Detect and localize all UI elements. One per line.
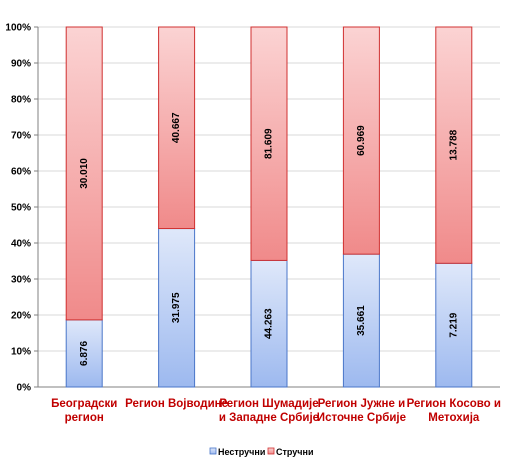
y-tick-label: 70% xyxy=(11,131,31,142)
data-label-strucni: 30.010 xyxy=(79,158,90,189)
data-label-strucni: 60.969 xyxy=(356,125,367,156)
y-tick-label: 60% xyxy=(11,167,31,178)
category-label-line: Регион Шумадије xyxy=(219,398,318,410)
y-tick-label: 80% xyxy=(11,95,31,106)
bar-nestrucni xyxy=(158,228,196,388)
bar-nestrucni xyxy=(342,253,380,388)
data-label-nestrucni: 35.661 xyxy=(356,305,367,336)
category-label: Регион Косово и Метохија xyxy=(407,398,501,424)
legend-swatch-strucni xyxy=(267,447,275,455)
bar-strucni xyxy=(342,26,380,255)
legend-swatch-nestrucni xyxy=(209,447,217,455)
bar-strucni xyxy=(158,26,196,230)
bar-strucni xyxy=(250,26,288,261)
bar-strucni xyxy=(435,26,473,264)
data-label-strucni: 81.609 xyxy=(264,128,275,159)
category-label-line: Метохија xyxy=(428,412,480,424)
category-label: Београдски регион xyxy=(51,398,117,424)
category-label-line: Регион Косово и xyxy=(407,398,501,410)
data-label-strucni: 13.788 xyxy=(448,129,459,160)
legend-label-strucni: Стручни xyxy=(276,447,314,457)
y-tick-label: 20% xyxy=(11,311,31,322)
legend: Нестручни Стручни xyxy=(209,447,314,457)
y-tick-label: 100% xyxy=(5,23,31,34)
category-label-line: Источне Србије xyxy=(317,412,406,424)
y-tick-label: 30% xyxy=(11,275,31,286)
category-label: Регион Војводине xyxy=(125,398,228,410)
data-label-nestrucni: 6.876 xyxy=(79,340,90,365)
bars: 6.876 30.010 31.975 40.667 44.263 81.609 35.66… xyxy=(65,26,473,388)
category-label-line: и Западне Србије xyxy=(219,412,319,424)
category-label-line: Регион Војводине xyxy=(125,398,228,410)
bar-nestrucni xyxy=(65,319,103,388)
y-axis: 0% 10% 20% 30% 40% 50% 60% 70% 80% 90% 100% xyxy=(5,23,39,394)
category-label: Регион Шумадије и Западне Србије xyxy=(219,398,319,424)
data-label-nestrucni: 44.263 xyxy=(264,308,275,339)
bar-strucni xyxy=(65,26,103,321)
category-label: Регион Јужне и Источне Србије xyxy=(317,398,406,424)
category-label-line: Регион Јужне и xyxy=(318,398,406,410)
bar-nestrucni xyxy=(250,259,288,388)
category-label-line: Београдски xyxy=(51,398,117,410)
category-label-line: регион xyxy=(65,412,104,424)
data-label-nestrucni: 7.219 xyxy=(448,312,459,337)
y-tick-label: 90% xyxy=(11,59,31,70)
data-label-strucni: 40.667 xyxy=(171,112,182,143)
y-tick-label: 50% xyxy=(11,203,31,214)
legend-label-nestrucni: Нестручни xyxy=(218,447,265,457)
data-label-nestrucni: 31.975 xyxy=(171,292,182,323)
y-tick-label: 40% xyxy=(11,239,31,250)
y-tick-label: 10% xyxy=(11,347,31,358)
y-tick-label: 0% xyxy=(17,383,32,394)
